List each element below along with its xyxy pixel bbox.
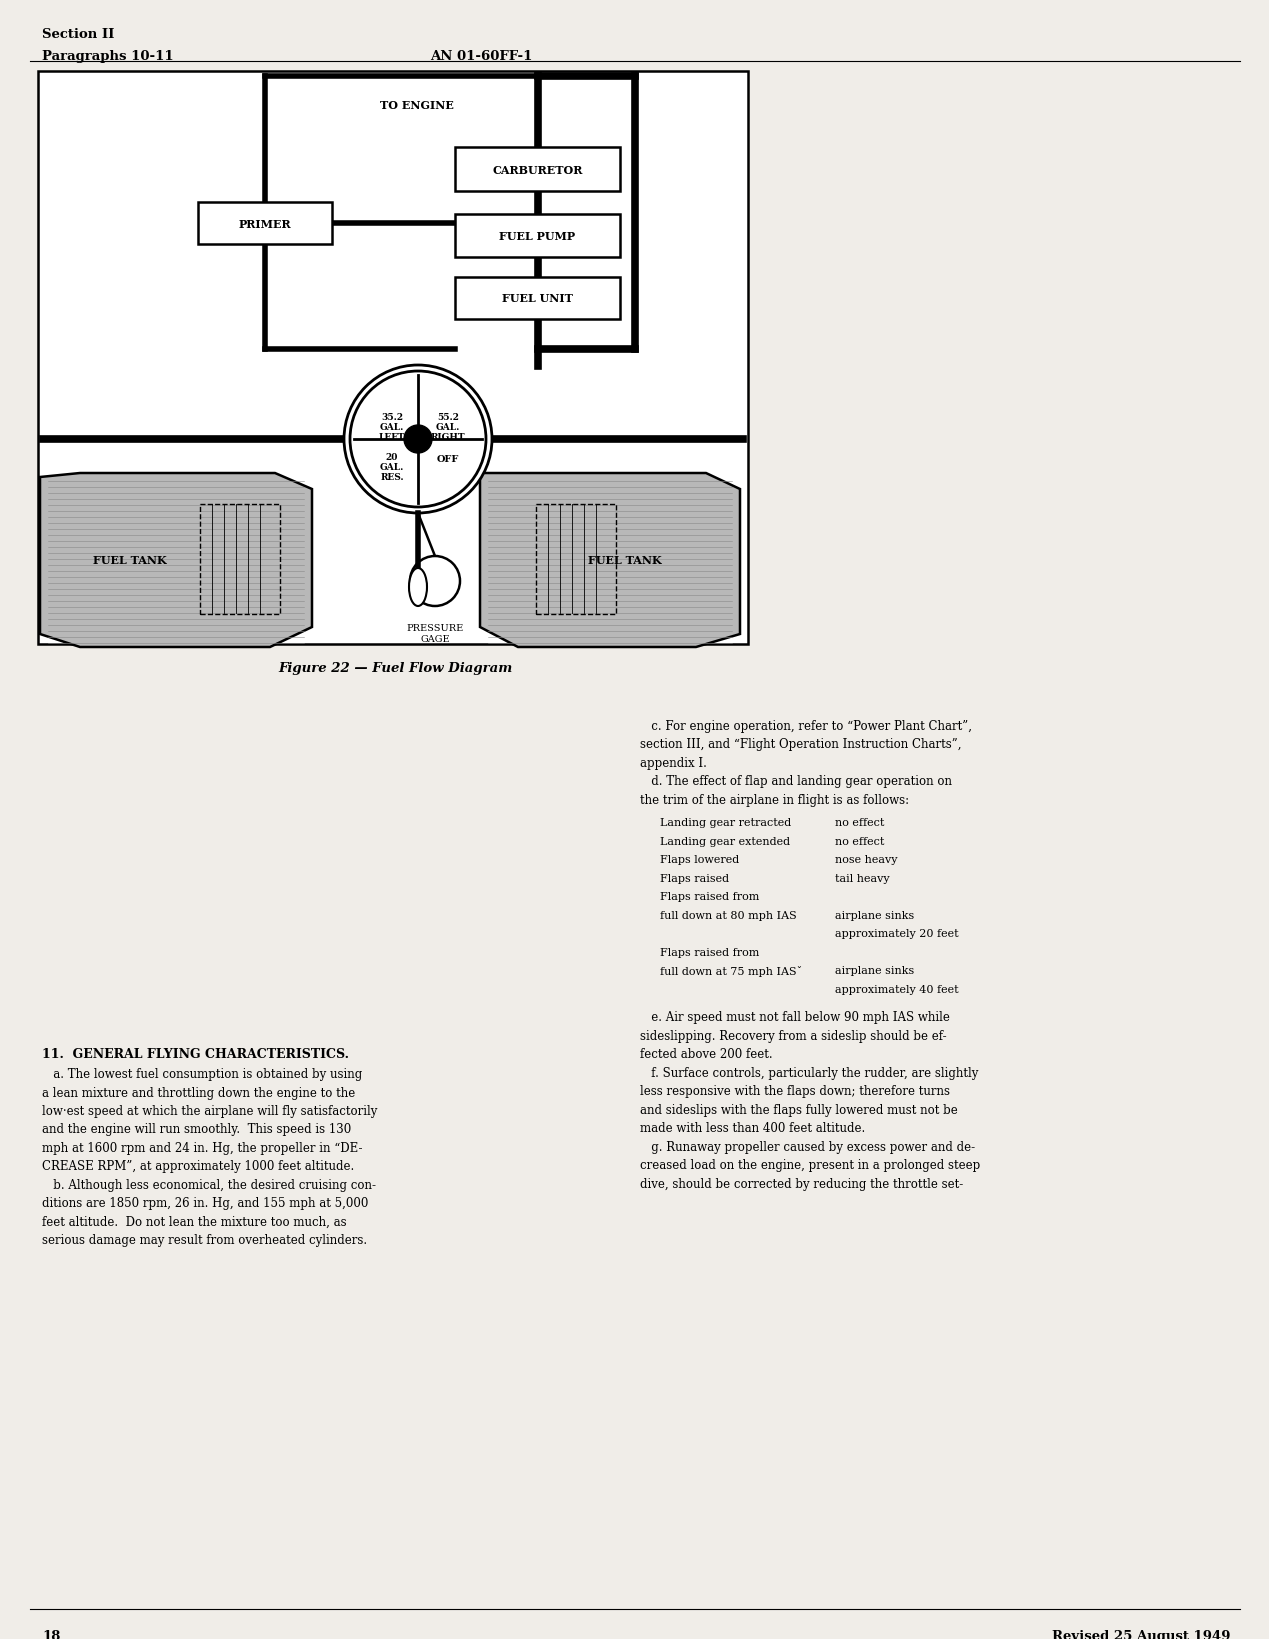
- Text: fected above 200 feet.: fected above 200 feet.: [640, 1047, 773, 1060]
- Text: full down at 80 mph IAS: full down at 80 mph IAS: [660, 910, 797, 921]
- Bar: [456, 148, 621, 192]
- Ellipse shape: [409, 569, 426, 606]
- Text: OFF: OFF: [437, 456, 459, 464]
- Text: tail heavy: tail heavy: [835, 874, 890, 883]
- Text: low·est speed at which the airplane will fly satisfactorily: low·est speed at which the airplane will…: [42, 1105, 377, 1118]
- Text: Paragraphs 10-11: Paragraphs 10-11: [42, 49, 174, 62]
- Text: GAL.: GAL.: [435, 423, 461, 433]
- Text: e. Air speed must not fall below 90 mph IAS while: e. Air speed must not fall below 90 mph …: [640, 1011, 950, 1024]
- Text: airplane sinks: airplane sinks: [835, 965, 914, 975]
- Text: creased load on the engine, present in a prolonged steep: creased load on the engine, present in a…: [640, 1159, 980, 1172]
- Text: Figure 22 — Fuel Flow Diagram: Figure 22 — Fuel Flow Diagram: [278, 662, 513, 675]
- Polygon shape: [41, 474, 312, 647]
- Text: g. Runaway propeller caused by excess power and de-: g. Runaway propeller caused by excess po…: [640, 1141, 975, 1154]
- Text: no effect: no effect: [835, 836, 884, 846]
- Text: 18: 18: [42, 1629, 61, 1639]
- Text: dive, should be corrected by reducing the throttle set-: dive, should be corrected by reducing th…: [640, 1177, 963, 1190]
- Text: AN 01-60FF-1: AN 01-60FF-1: [430, 49, 533, 62]
- Circle shape: [404, 426, 431, 454]
- Text: c. For engine operation, refer to “Power Plant Chart”,: c. For engine operation, refer to “Power…: [640, 720, 972, 733]
- Text: approximately 20 feet: approximately 20 feet: [835, 929, 958, 939]
- Text: FUEL UNIT: FUEL UNIT: [503, 293, 572, 305]
- Text: feet altitude.  Do not lean the mixture too much, as: feet altitude. Do not lean the mixture t…: [42, 1214, 346, 1228]
- Bar: [198, 203, 332, 244]
- Bar: [536, 505, 615, 615]
- Text: sideslipping. Recovery from a sideslip should be ef-: sideslipping. Recovery from a sideslip s…: [640, 1029, 947, 1042]
- Text: airplane sinks: airplane sinks: [835, 910, 914, 921]
- Circle shape: [410, 557, 459, 606]
- Text: full down at 75 mph IASˇ: full down at 75 mph IASˇ: [660, 965, 802, 977]
- Text: appendix I.: appendix I.: [640, 757, 707, 770]
- Text: Landing gear retracted: Landing gear retracted: [660, 818, 792, 828]
- Bar: [456, 215, 621, 257]
- Text: no effect: no effect: [835, 818, 884, 828]
- Text: ditions are 1850 rpm, 26 in. Hg, and 155 mph at 5,000: ditions are 1850 rpm, 26 in. Hg, and 155…: [42, 1196, 368, 1210]
- Text: made with less than 400 feet altitude.: made with less than 400 feet altitude.: [640, 1121, 865, 1134]
- Bar: [201, 505, 280, 615]
- Text: FUEL TANK: FUEL TANK: [93, 554, 166, 565]
- Text: nose heavy: nose heavy: [835, 856, 897, 865]
- Text: Flaps raised from: Flaps raised from: [660, 947, 759, 957]
- Text: 55.2: 55.2: [437, 413, 459, 423]
- Text: and the engine will run smoothly.  This speed is 130: and the engine will run smoothly. This s…: [42, 1123, 352, 1136]
- Text: 35.2: 35.2: [381, 413, 404, 423]
- Text: GAGE: GAGE: [420, 634, 449, 644]
- Text: a. The lowest fuel consumption is obtained by using: a. The lowest fuel consumption is obtain…: [42, 1067, 362, 1080]
- Text: and sideslips with the flaps fully lowered must not be: and sideslips with the flaps fully lower…: [640, 1103, 958, 1116]
- Text: RIGHT: RIGHT: [430, 433, 466, 443]
- Text: the trim of the airplane in flight is as follows:: the trim of the airplane in flight is as…: [640, 793, 909, 806]
- Text: section III, and “Flight Operation Instruction Charts”,: section III, and “Flight Operation Instr…: [640, 738, 962, 751]
- Text: f. Surface controls, particularly the rudder, are slightly: f. Surface controls, particularly the ru…: [640, 1067, 978, 1080]
- Text: 20: 20: [386, 454, 398, 462]
- Text: d. The effect of flap and landing gear operation on: d. The effect of flap and landing gear o…: [640, 775, 952, 788]
- Text: RES.: RES.: [381, 474, 404, 482]
- Text: CARBURETOR: CARBURETOR: [492, 164, 582, 175]
- Text: less responsive with the flaps down; therefore turns: less responsive with the flaps down; the…: [640, 1085, 950, 1098]
- Text: 11.  GENERAL FLYING CHARACTERISTICS.: 11. GENERAL FLYING CHARACTERISTICS.: [42, 1047, 349, 1060]
- Text: GAL.: GAL.: [379, 464, 405, 472]
- Text: Flaps raised: Flaps raised: [660, 874, 730, 883]
- Text: Landing gear extended: Landing gear extended: [660, 836, 791, 846]
- Text: Section II: Section II: [42, 28, 114, 41]
- Text: mph at 1600 rpm and 24 in. Hg, the propeller in “DE-: mph at 1600 rpm and 24 in. Hg, the prope…: [42, 1141, 363, 1154]
- Text: serious damage may result from overheated cylinders.: serious damage may result from overheate…: [42, 1234, 367, 1247]
- Text: LEFT: LEFT: [379, 433, 405, 443]
- Text: b. Although less economical, the desired cruising con-: b. Although less economical, the desired…: [42, 1178, 376, 1192]
- Circle shape: [344, 365, 492, 513]
- Bar: [456, 279, 621, 320]
- Text: Flaps lowered: Flaps lowered: [660, 856, 740, 865]
- Text: Flaps raised from: Flaps raised from: [660, 892, 759, 901]
- Polygon shape: [480, 474, 740, 647]
- Circle shape: [350, 372, 486, 508]
- Text: FUEL PUMP: FUEL PUMP: [500, 231, 576, 243]
- Text: Revised 25 August 1949: Revised 25 August 1949: [1052, 1629, 1230, 1639]
- Text: PRIMER: PRIMER: [239, 218, 292, 229]
- Text: PRESSURE: PRESSURE: [406, 623, 463, 633]
- Bar: [38, 72, 747, 644]
- Text: FUEL TANK: FUEL TANK: [589, 554, 662, 565]
- Text: approximately 40 feet: approximately 40 feet: [835, 985, 958, 995]
- Text: a lean mixture and throttling down the engine to the: a lean mixture and throttling down the e…: [42, 1087, 355, 1098]
- Text: TO ENGINE: TO ENGINE: [379, 100, 454, 111]
- Text: CREASE RPM”, at approximately 1000 feet altitude.: CREASE RPM”, at approximately 1000 feet …: [42, 1160, 354, 1174]
- Text: GAL.: GAL.: [379, 423, 405, 433]
